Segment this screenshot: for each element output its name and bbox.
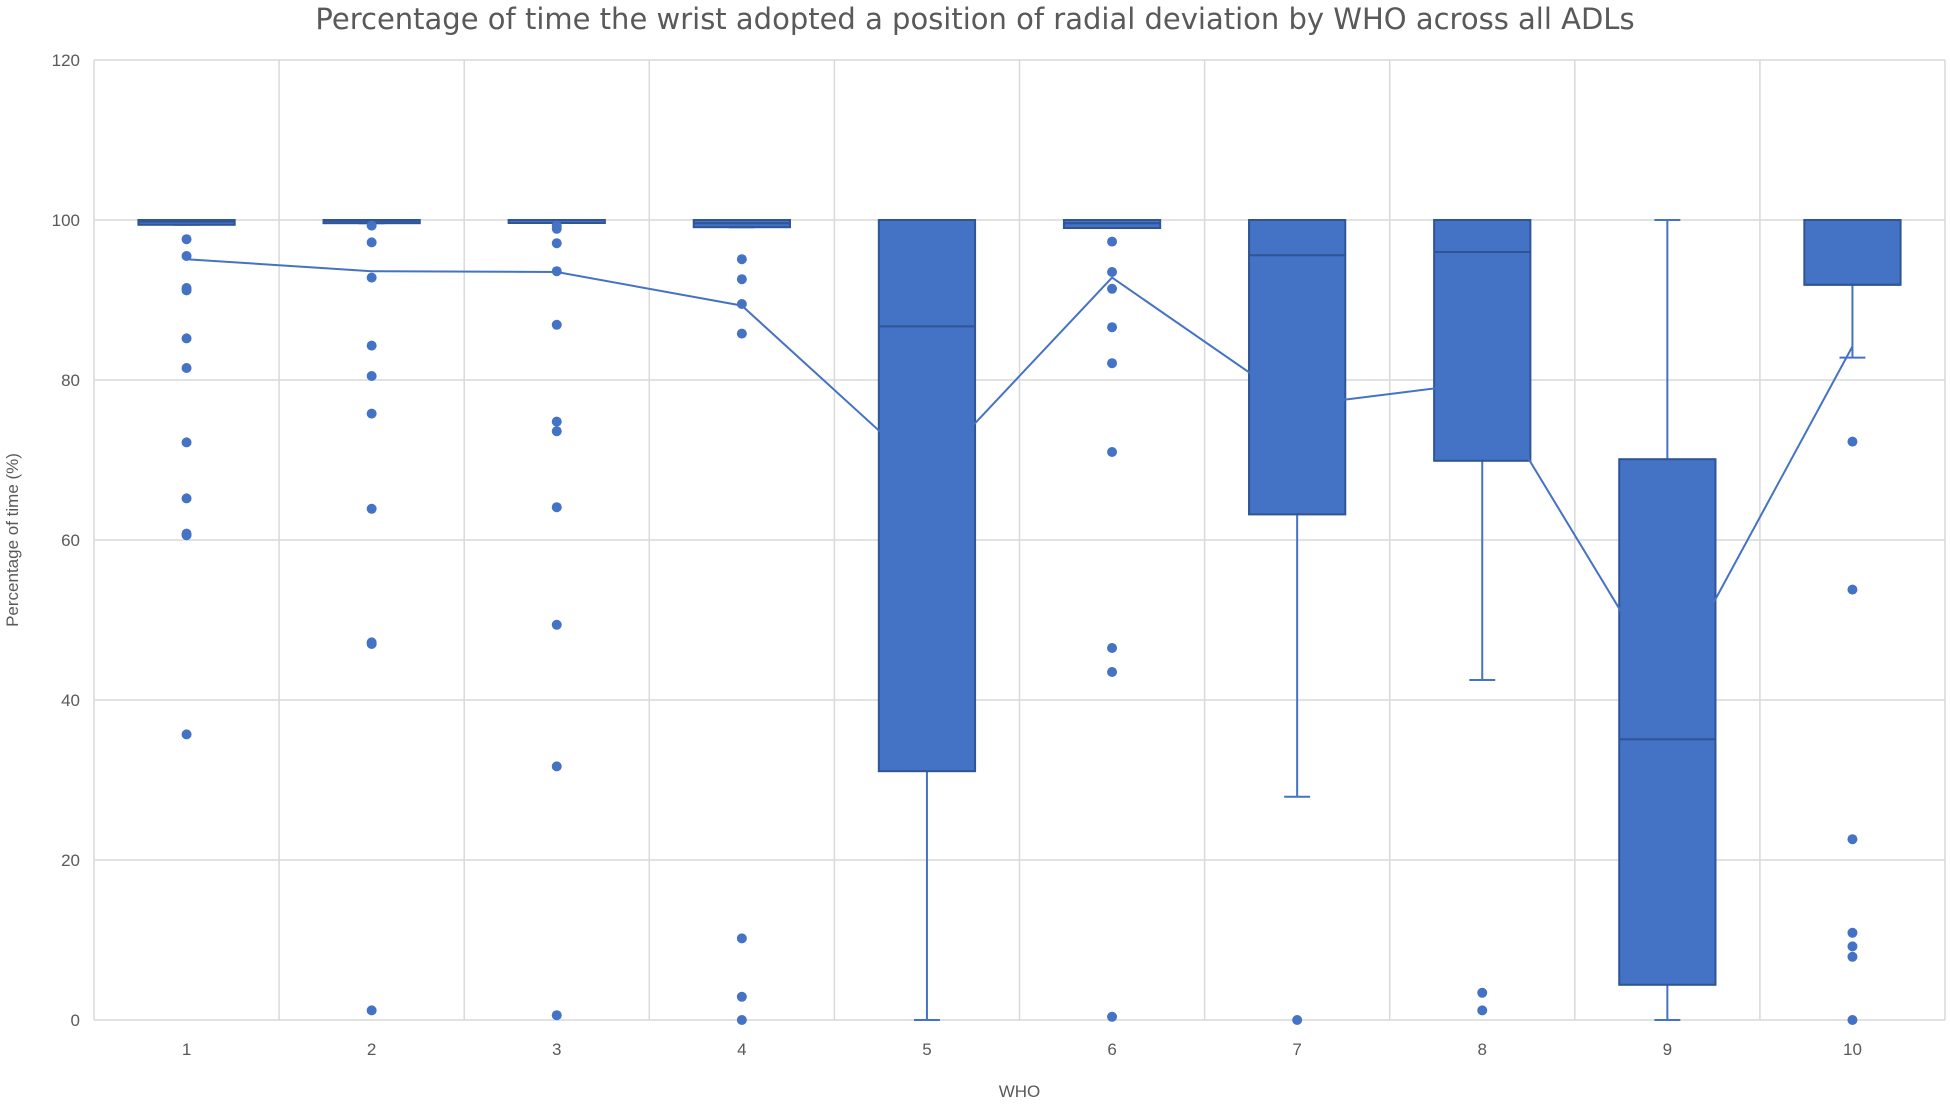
box-rect <box>1803 219 1902 286</box>
box-9 <box>1618 219 1717 1021</box>
outlier-point <box>1847 927 1858 938</box>
chart-title: Percentage of time the wrist adopted a p… <box>315 2 1635 36</box>
x-tick-label: 10 <box>1843 1040 1862 1059</box>
outlier-point <box>551 416 562 427</box>
box-rect <box>1248 219 1347 516</box>
y-axis-title: Percentage of time (%) <box>3 453 22 627</box>
outlier-point <box>181 251 192 261</box>
outlier-point <box>366 371 377 381</box>
box-1 <box>137 219 236 226</box>
outlier-points <box>181 220 1858 1025</box>
y-axis-ticks: 0 20 40 60 80 100 120 <box>52 51 80 1030</box>
outlier-point <box>366 340 377 351</box>
y-tick-label: 20 <box>61 851 80 870</box>
gridlines <box>93 59 1946 1021</box>
outlier-point <box>736 328 747 339</box>
outlier-point <box>1847 834 1858 845</box>
x-axis-title: WHO <box>999 1082 1041 1101</box>
outlier-point <box>181 530 192 541</box>
outlier-point <box>551 266 562 277</box>
outlier-point <box>1107 1011 1118 1022</box>
outlier-point <box>551 238 562 249</box>
outlier-point <box>736 274 747 285</box>
outlier-point <box>1292 1015 1303 1025</box>
outlier-point <box>1847 584 1858 595</box>
outlier-point <box>181 493 192 504</box>
outlier-point <box>736 254 747 265</box>
box-5 <box>877 219 977 1021</box>
outlier-point <box>1847 951 1858 962</box>
outlier-point <box>1107 322 1118 333</box>
outlier-point <box>366 272 377 283</box>
x-tick-label: 3 <box>552 1040 561 1059</box>
x-tick-label: 8 <box>1478 1040 1487 1059</box>
outlier-point <box>1107 267 1118 277</box>
outlier-point <box>736 299 747 309</box>
box-10 <box>1803 219 1902 359</box>
outlier-point <box>366 639 377 649</box>
outlier-point <box>366 503 377 514</box>
outlier-point <box>181 285 192 296</box>
box-rect <box>1618 458 1717 986</box>
box-7 <box>1248 219 1347 798</box>
mean-line <box>186 258 1854 691</box>
outlier-point <box>551 426 562 437</box>
box-rect <box>877 219 977 773</box>
outlier-point <box>1477 987 1488 998</box>
x-tick-label: 1 <box>182 1040 191 1059</box>
outlier-point <box>181 363 192 373</box>
outlier-point <box>551 761 562 772</box>
outlier-point <box>1107 643 1118 653</box>
outlier-point <box>366 1005 377 1016</box>
y-tick-label: 120 <box>52 51 80 70</box>
x-tick-label: 4 <box>737 1040 746 1059</box>
outlier-point <box>551 619 562 630</box>
outlier-point <box>181 437 192 448</box>
outlier-point <box>366 237 377 248</box>
outlier-point <box>551 319 562 330</box>
outlier-point <box>1107 236 1118 247</box>
outlier-point <box>551 502 562 513</box>
box-8 <box>1433 219 1532 681</box>
outlier-point <box>736 991 747 1002</box>
outlier-point <box>736 1015 747 1025</box>
y-tick-label: 80 <box>61 371 80 390</box>
y-tick-label: 60 <box>61 531 80 550</box>
box-series <box>137 219 1902 1021</box>
outlier-point <box>1847 436 1858 447</box>
outlier-point <box>1107 283 1118 294</box>
outlier-point <box>1107 358 1118 369</box>
x-tick-label: 7 <box>1292 1040 1301 1059</box>
outlier-point <box>551 223 562 234</box>
outlier-point <box>181 729 192 740</box>
outlier-point <box>1107 447 1118 457</box>
y-tick-label: 100 <box>52 211 80 230</box>
outlier-point <box>181 234 192 245</box>
y-tick-label: 40 <box>61 691 80 710</box>
outlier-point <box>1477 1005 1488 1016</box>
outlier-point <box>736 933 747 944</box>
y-tick-label: 0 <box>71 1011 80 1030</box>
box-4 <box>692 219 791 229</box>
outlier-point <box>1847 941 1858 952</box>
x-tick-label: 2 <box>367 1040 376 1059</box>
outlier-point <box>366 220 377 231</box>
outlier-point <box>551 1010 562 1021</box>
outlier-point <box>181 333 192 344</box>
box-6 <box>1062 219 1162 229</box>
x-axis-ticks: 1 2 3 4 5 6 7 8 9 10 <box>182 1040 1862 1059</box>
mean-line-group <box>186 258 1854 691</box>
outlier-point <box>1107 667 1118 677</box>
outlier-point <box>1847 1015 1858 1025</box>
x-tick-label: 5 <box>922 1040 931 1059</box>
outlier-point <box>366 408 377 419</box>
x-tick-label: 6 <box>1107 1040 1116 1059</box>
x-tick-label: 9 <box>1663 1040 1672 1059</box>
box-rect <box>1433 219 1532 462</box>
